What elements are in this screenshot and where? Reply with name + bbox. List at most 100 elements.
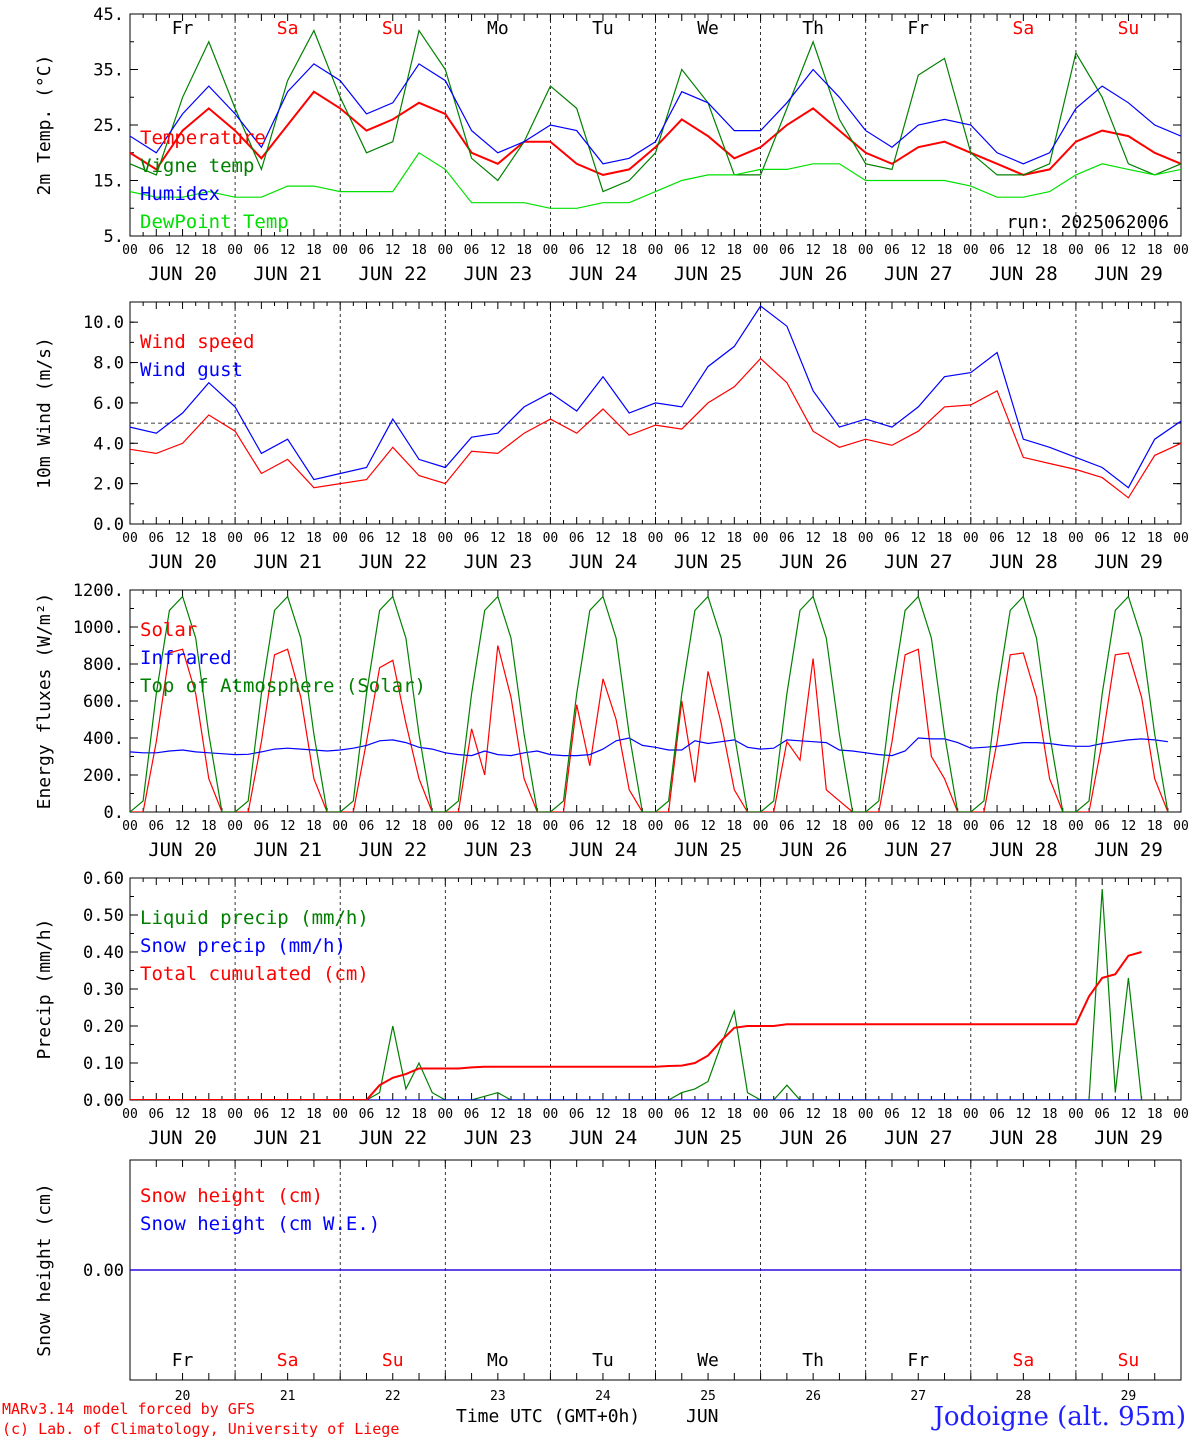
hour-tick-label: 00 [753,531,769,546]
temperature-panel: 5. 15. 25. 35. 45. 2m Temp. (°C) Temperature Vi… [34,5,1189,285]
weekday-label: Su [382,1350,404,1371]
hour-tick-label: 06 [989,243,1005,258]
hour-tick-label: 18 [306,819,322,834]
hour-tick-label: 18 [516,531,532,546]
hour-tick-label: 12 [385,819,401,834]
date-label: JUN 26 [779,839,848,861]
hour-tick-label: 06 [1094,243,1110,258]
hour-tick-label: 06 [148,1107,164,1122]
hour-tick-label: 06 [674,1107,690,1122]
date-label: JUN 25 [674,263,743,285]
date-label: JUN 24 [569,839,638,861]
y-tick-label: 800. [83,655,124,675]
hour-tick-label: 18 [516,243,532,258]
date-label: JUN 21 [253,1127,322,1149]
date-label: JUN 24 [569,263,638,285]
hour-tick-label: 18 [201,531,217,546]
weekday-label: Fr [172,1350,194,1371]
energy-panel: 0. 200. 400. 600. 800. 1000. 1200. Energy fluxe… [34,581,1189,861]
y-tick-label: 0.50 [83,906,124,926]
hour-tick-label: 00 [122,531,138,546]
hour-tick-label: 18 [726,819,742,834]
y-tick-label: 4.0 [93,434,124,454]
hour-tick-label: 12 [1016,531,1032,546]
date-label: JUN 23 [464,839,533,861]
hour-tick-label: 00 [227,531,243,546]
y-tick-label: 0. [104,803,124,823]
hour-tick-label: 12 [595,819,611,834]
hour-tick-label: 12 [385,1107,401,1122]
hour-tick-label: 18 [411,531,427,546]
hour-tick-label: 12 [490,531,506,546]
weekday-label: Sa [1013,18,1035,39]
date-label: JUN 28 [989,551,1058,573]
hour-tick-label: 12 [805,531,821,546]
hour-tick-label: 18 [1042,1107,1058,1122]
hour-tick-label: 18 [201,243,217,258]
hour-tick-label: 00 [227,1107,243,1122]
series-top-of-atmosphere-solar [130,595,1169,812]
hour-tick-label: 12 [700,819,716,834]
series-total-cumulated-cm [130,951,1142,1100]
hour-tick-label: 12 [175,1107,191,1122]
series-wind-speed [130,357,1181,499]
hour-tick-label: 18 [832,531,848,546]
series-dewpoint-temp [130,151,1181,209]
hour-tick-label: 06 [884,243,900,258]
weekday-label: Fr [907,1350,929,1371]
legend-entry: Snow height (cm) [140,1185,323,1207]
hour-tick-label: 00 [437,1107,453,1122]
y-tick-label: 0.00 [83,1091,124,1111]
date-label: JUN 26 [779,551,848,573]
credit-line-1: MARv3.14 model forced by GFS [2,1400,255,1418]
hour-tick-label: 12 [490,819,506,834]
y-tick-label: 600. [83,692,124,712]
time-axis-title: Time UTC (GMT+0h) [456,1406,641,1427]
hour-tick-label: 18 [411,243,427,258]
hour-tick-label: 06 [569,819,585,834]
hour-tick-label: 06 [254,243,270,258]
legend-entry: Wind speed [140,331,254,353]
weekday-label: Mo [487,18,509,39]
y-tick-label: 0.40 [83,943,124,963]
series-solar [130,645,1169,812]
hour-tick-label: 06 [359,1107,375,1122]
hour-tick-label: 12 [175,243,191,258]
date-label: JUN 29 [1094,263,1163,285]
hour-tick-label: 18 [621,243,637,258]
hour-tick-label: 00 [1068,531,1084,546]
legend-entry: Temperature [140,127,266,149]
hour-tick-label: 18 [726,1107,742,1122]
y-tick-label: 0.60 [83,869,124,889]
series-infrared [130,737,1168,757]
hour-tick-label: 12 [175,531,191,546]
day-number-label: 26 [805,1389,821,1404]
weekday-label: Su [1118,18,1140,39]
hour-tick-label: 00 [227,819,243,834]
hour-tick-label: 18 [726,531,742,546]
y-tick-label: 8.0 [93,354,124,374]
weekday-label: Su [1118,1350,1140,1371]
date-label: JUN 29 [1094,839,1163,861]
hour-tick-label: 00 [858,243,874,258]
hour-tick-label: 18 [1147,243,1163,258]
date-label: JUN 20 [148,1127,217,1149]
hour-tick-label: 06 [1094,1107,1110,1122]
y-tick-label: 400. [83,729,124,749]
hour-tick-label: 00 [858,531,874,546]
hour-tick-label: 18 [1147,1107,1163,1122]
hour-tick-label: 18 [1042,243,1058,258]
hour-tick-label: 12 [280,1107,296,1122]
hour-tick-label: 12 [1016,243,1032,258]
legend-entry: Humidex [140,183,220,205]
day-number-label: 25 [700,1389,716,1404]
hour-tick-label: 06 [464,531,480,546]
hour-tick-label: 12 [490,243,506,258]
hour-tick-label: 06 [989,819,1005,834]
day-number-label: 29 [1121,1389,1137,1404]
legend-entry: Total cumulated (cm) [140,963,369,985]
y-tick-label: 0.0 [93,515,124,535]
hour-tick-label: 06 [148,243,164,258]
hour-tick-label: 12 [805,243,821,258]
